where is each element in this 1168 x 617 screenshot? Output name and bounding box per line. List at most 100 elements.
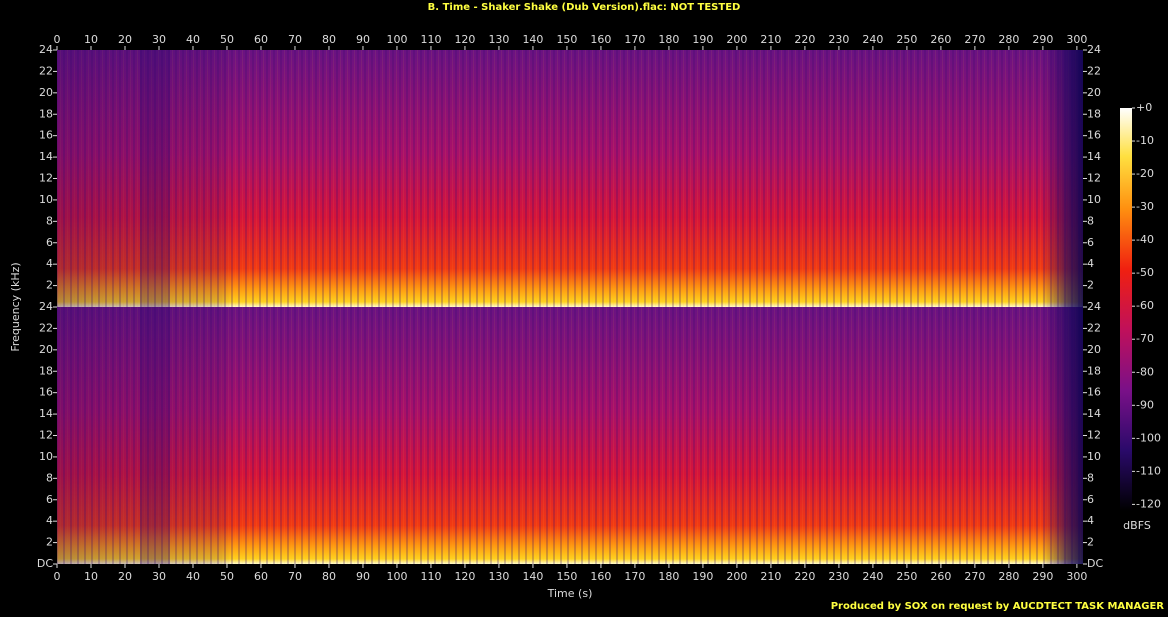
y-tick-label: 16: [1087, 386, 1101, 399]
spectrogram-bottom: [57, 307, 1083, 564]
x-tick-label: 70: [288, 33, 302, 46]
chart-title: B. Time - Shaker Shake (Dub Version).fla…: [428, 2, 741, 13]
x-tick-label: 230: [828, 570, 849, 583]
y-tick-label: DC: [1087, 557, 1103, 570]
x-tick-label: 90: [356, 33, 370, 46]
y-tick-label: 16: [39, 129, 53, 142]
x-tick-label: 180: [658, 570, 679, 583]
x-tick-label: 60: [254, 570, 268, 583]
y-tick-label: 10: [1087, 450, 1101, 463]
colorbar-tick-label: -80: [1136, 365, 1154, 378]
x-tick-label: 270: [964, 570, 985, 583]
colorbar-tick-label: -40: [1136, 233, 1154, 246]
x-tick-label: 220: [794, 33, 815, 46]
x-tick-label: 140: [522, 33, 543, 46]
x-tick-label: 80: [322, 33, 336, 46]
x-tick-label: 280: [998, 570, 1019, 583]
y-tick-label: 18: [1087, 364, 1101, 377]
x-tick-label: 160: [590, 33, 611, 46]
x-tick-label: 250: [896, 33, 917, 46]
y-tick-label: 10: [1087, 193, 1101, 206]
x-tick-label: 90: [356, 570, 370, 583]
x-tick-label: 220: [794, 570, 815, 583]
y-tick-label: 12: [39, 172, 53, 185]
colorbar-tick-label: -20: [1136, 167, 1154, 180]
y-tick-label: 4: [46, 514, 53, 527]
x-tick-label: 110: [420, 570, 441, 583]
y-tick-label: 24: [39, 43, 53, 56]
y-tick-label: 6: [46, 236, 53, 249]
x-tick-label: 240: [862, 33, 883, 46]
y-tick-label: 22: [1087, 64, 1101, 77]
y-tick-label: 8: [46, 214, 53, 227]
colorbar-label: dBFS: [1123, 519, 1151, 532]
y-tick-label: 20: [1087, 343, 1101, 356]
y-tick-label: 22: [39, 321, 53, 334]
x-axis-label: Time (s): [547, 587, 593, 600]
x-tick-label: 100: [386, 570, 407, 583]
x-tick-label: 110: [420, 33, 441, 46]
x-tick-label: 0: [54, 33, 61, 46]
x-tick-label: 170: [624, 33, 645, 46]
y-tick-label: 14: [1087, 407, 1101, 420]
y-tick-label: 14: [39, 150, 53, 163]
x-tick-label: 20: [118, 570, 132, 583]
x-tick-label: 180: [658, 33, 679, 46]
x-tick-label: 200: [726, 570, 747, 583]
y-tick-label: 20: [39, 343, 53, 356]
x-tick-label: 270: [964, 33, 985, 46]
x-tick-label: 200: [726, 33, 747, 46]
colorbar-tick-label: -60: [1136, 299, 1154, 312]
spectrogram-top: [57, 50, 1083, 307]
y-tick-label: 16: [39, 386, 53, 399]
x-tick-label: 250: [896, 570, 917, 583]
y-tick-label: 8: [1087, 214, 1094, 227]
x-tick-label: 300: [1066, 570, 1087, 583]
x-tick-label: 140: [522, 570, 543, 583]
x-tick-label: 70: [288, 570, 302, 583]
y-tick-label: 12: [1087, 172, 1101, 185]
y-tick-label: DC: [37, 557, 53, 570]
colorbar-tick-label: -120: [1136, 497, 1161, 510]
y-tick-label: 6: [1087, 236, 1094, 249]
x-tick-label: 260: [930, 570, 951, 583]
y-tick-label: 12: [39, 429, 53, 442]
y-tick-label: 8: [1087, 471, 1094, 484]
x-tick-label: 130: [488, 570, 509, 583]
colorbar-tick-label: -90: [1136, 398, 1154, 411]
y-tick-label: 10: [39, 450, 53, 463]
x-tick-label: 150: [556, 33, 577, 46]
y-tick-label: 20: [1087, 86, 1101, 99]
y-tick-label: 24: [1087, 43, 1101, 56]
x-tick-label: 280: [998, 33, 1019, 46]
y-tick-label: 2: [46, 279, 53, 292]
x-tick-label: 210: [760, 570, 781, 583]
x-tick-label: 160: [590, 570, 611, 583]
y-tick-label: 6: [46, 493, 53, 506]
x-tick-label: 290: [1032, 570, 1053, 583]
y-tick-label: 2: [1087, 536, 1094, 549]
y-tick-label: 6: [1087, 493, 1094, 506]
colorbar-tick-label: +0: [1136, 101, 1152, 114]
colorbar: [1120, 108, 1132, 511]
y-tick-label: 14: [39, 407, 53, 420]
x-tick-label: 0: [54, 570, 61, 583]
x-tick-label: 10: [84, 570, 98, 583]
y-tick-label: 10: [39, 193, 53, 206]
y-tick-label: 12: [1087, 429, 1101, 442]
x-tick-label: 40: [186, 570, 200, 583]
x-tick-label: 60: [254, 33, 268, 46]
x-tick-label: 10: [84, 33, 98, 46]
x-tick-label: 50: [220, 33, 234, 46]
x-tick-label: 130: [488, 33, 509, 46]
x-tick-label: 30: [152, 570, 166, 583]
x-tick-label: 30: [152, 33, 166, 46]
y-tick-label: 22: [1087, 321, 1101, 334]
y-tick-label: 14: [1087, 150, 1101, 163]
y-tick-label: 16: [1087, 129, 1101, 142]
x-tick-label: 100: [386, 33, 407, 46]
x-tick-label: 230: [828, 33, 849, 46]
colorbar-tick-label: -10: [1136, 134, 1154, 147]
y-tick-label: 4: [1087, 257, 1094, 270]
